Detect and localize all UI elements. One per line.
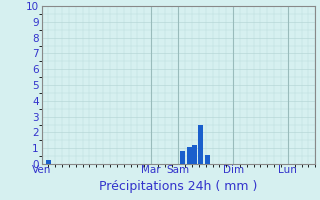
Bar — [205, 155, 210, 164]
Bar — [180, 151, 185, 164]
X-axis label: Précipitations 24h ( mm ): Précipitations 24h ( mm ) — [99, 180, 258, 193]
Bar — [198, 124, 203, 164]
Bar — [46, 160, 51, 164]
Bar — [187, 147, 192, 164]
Bar — [192, 145, 197, 164]
